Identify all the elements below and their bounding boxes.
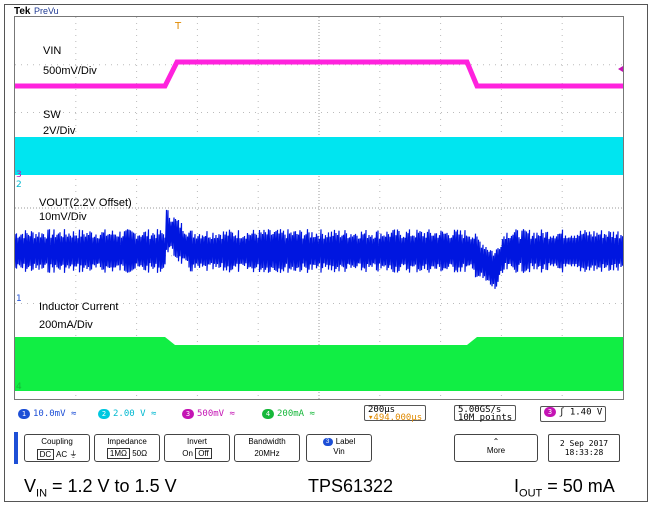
part-number-caption: TPS61322 (308, 476, 394, 496)
coupling-ac-option[interactable]: AC (55, 450, 68, 459)
ch2-scale: 2.00 V (113, 409, 146, 419)
trigger-marker-icon: T (174, 21, 182, 32)
ch4-ground-marker-icon: 4 (16, 382, 22, 392)
ch3-indicator-icon: 3 (182, 408, 194, 419)
impedance-50-option[interactable]: 50Ω (132, 449, 148, 458)
inductor-current-trace (15, 337, 623, 391)
ch1-bw-icon: ≈ (70, 409, 77, 419)
ch1-scale: 10.0mV (33, 409, 66, 419)
ch3-status[interactable]: 3 500mV ≈ (182, 407, 235, 421)
iout-caption: IOUT = 50 mA (514, 476, 615, 500)
vin-label: VIN (43, 45, 62, 57)
tek-logo: Tek (14, 6, 31, 17)
scope-top-bar: Tek PreVu (14, 6, 634, 20)
vout-label: VOUT(2.2V Offset) (39, 197, 132, 209)
ch4-indicator-icon: 4 (262, 408, 274, 419)
datetime-display: 2 Sep 2017 18:33:28 (548, 434, 620, 462)
label-channel-icon: 3 (322, 437, 333, 446)
impedance-button[interactable]: Impedance 1MΩ 50Ω (94, 434, 160, 462)
ch2-bw-icon: ≈ (150, 409, 157, 419)
timebase-value: 200µs (368, 405, 396, 415)
ch4-scale: 200mA (277, 409, 305, 419)
more-title: More (486, 446, 506, 455)
invert-on-option[interactable]: On (182, 449, 193, 458)
vout-trace (15, 209, 623, 289)
coupling-title: Coupling (41, 437, 73, 446)
ch3-ground-marker-icon: 3 (16, 170, 22, 180)
acquisition-readout[interactable]: 5.00GS/s 10M points (454, 405, 517, 423)
label-value: Vin (333, 447, 345, 456)
sw-trace (15, 137, 623, 175)
prevu-label: PreVu (34, 6, 59, 16)
vout-scale-label: 10mV/Div (39, 211, 87, 223)
vin-scale-label: 500mV/Div (43, 65, 97, 77)
invert-button[interactable]: Invert On Off (164, 434, 230, 462)
date-display: 2 Sep 2017 (559, 439, 609, 448)
trigger-level: 1.40 V (569, 407, 603, 418)
ch2-ground-marker-icon: 2 (16, 180, 22, 190)
invert-off-option[interactable]: Off (195, 448, 212, 459)
invert-title: Invert (186, 437, 207, 446)
label-button[interactable]: 3 Label Vin (306, 434, 372, 462)
ch1-ground-marker-icon: 1 (16, 294, 22, 304)
record-length: 10M points (458, 413, 513, 423)
bandwidth-value: 20MHz (254, 449, 280, 458)
waveform-canvas: T 32 1 4 (15, 17, 623, 399)
ch2-status[interactable]: 2 2.00 V ≈ (98, 407, 156, 421)
ch1-status[interactable]: 1 10.0mV ≈ (18, 407, 76, 421)
channel-status-bar: 1 10.0mV ≈ 2 2.00 V ≈ 3 500mV ≈ 4 200mA ≈ 20… (14, 405, 624, 424)
sw-label: SW (43, 109, 61, 121)
more-chevron-icon: ⌃ (492, 437, 500, 446)
ch4-status[interactable]: 4 200mA ≈ (262, 407, 315, 421)
vin-range-caption: VIN = 1.2 V to 1.5 V (24, 476, 177, 500)
inductor-current-label: Inductor Current (39, 301, 119, 313)
figure-caption: VIN = 1.2 V to 1.5 V TPS61322 IOUT = 50 … (0, 472, 656, 502)
coupling-gnd-icon[interactable]: ⏚ (69, 450, 78, 459)
ch1-indicator-icon: 1 (18, 408, 30, 419)
sample-rate: 5.00GS/s (458, 405, 502, 415)
ch3-bw-icon: ≈ (229, 409, 235, 419)
ch3-scale: 500mV (197, 409, 225, 419)
inductor-current-scale-label: 200mA/Div (39, 319, 93, 331)
time-display: 18:33:28 (564, 448, 604, 457)
timebase-readout[interactable]: 200µs ▾494.000µs (364, 405, 427, 423)
bandwidth-button[interactable]: Bandwidth 20MHz (234, 434, 300, 462)
ch2-indicator-icon: 2 (98, 408, 110, 419)
trigger-slope-icon: ʃ (559, 407, 565, 418)
sw-scale-label: 2V/Div (43, 125, 76, 137)
impedance-1m-option[interactable]: 1MΩ (106, 448, 130, 459)
coupling-dc-option[interactable]: DC (36, 449, 55, 460)
trigger-position: ▾494.000µs (368, 413, 423, 423)
channel-menu-bar: Coupling DC AC ⏚ Impedance 1MΩ 50Ω Inver… (14, 432, 624, 464)
menu-accent-bar (14, 432, 18, 464)
bandwidth-title: Bandwidth (248, 437, 286, 446)
impedance-title: Impedance (107, 437, 147, 446)
trigger-source-icon: 3 (544, 407, 556, 417)
ch4-bw-icon: ≈ (309, 409, 315, 419)
ch3-trigger-level-icon (618, 66, 623, 72)
label-title: Label (335, 437, 356, 446)
vin-trace (15, 59, 623, 89)
more-button[interactable]: ⌃ More (454, 434, 538, 462)
coupling-button[interactable]: Coupling DC AC ⏚ (24, 434, 90, 462)
